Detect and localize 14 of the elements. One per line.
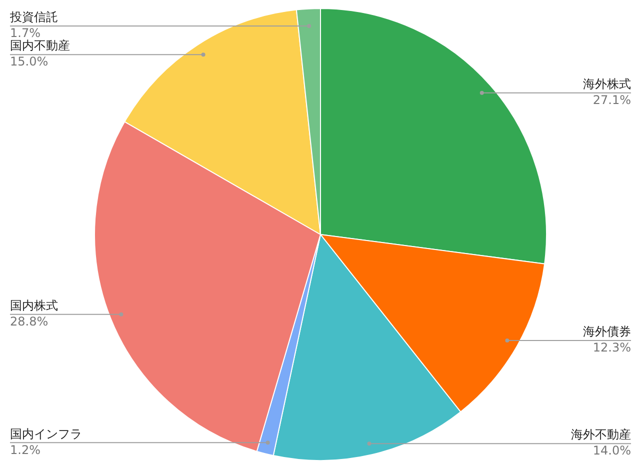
slice-label: 国内不動産	[10, 38, 70, 53]
slice-label: 投資信託	[9, 10, 58, 24]
slice-label: 海外株式	[583, 77, 631, 92]
data-label: 28.8%	[10, 314, 48, 329]
data-label: 1.7%	[10, 26, 40, 40]
slice-label: 海外不動産	[571, 428, 631, 442]
data-label: 14.0%	[592, 444, 631, 458]
data-label: 15.0%	[10, 54, 48, 69]
data-label: 1.2%	[10, 442, 40, 457]
data-label: 12.3%	[592, 340, 631, 355]
slice-label: 国内株式	[10, 298, 58, 313]
data-label: 27.1%	[592, 93, 631, 108]
slice-label: 国内インフラ	[10, 426, 82, 441]
slice-label: 海外債券	[583, 324, 631, 339]
